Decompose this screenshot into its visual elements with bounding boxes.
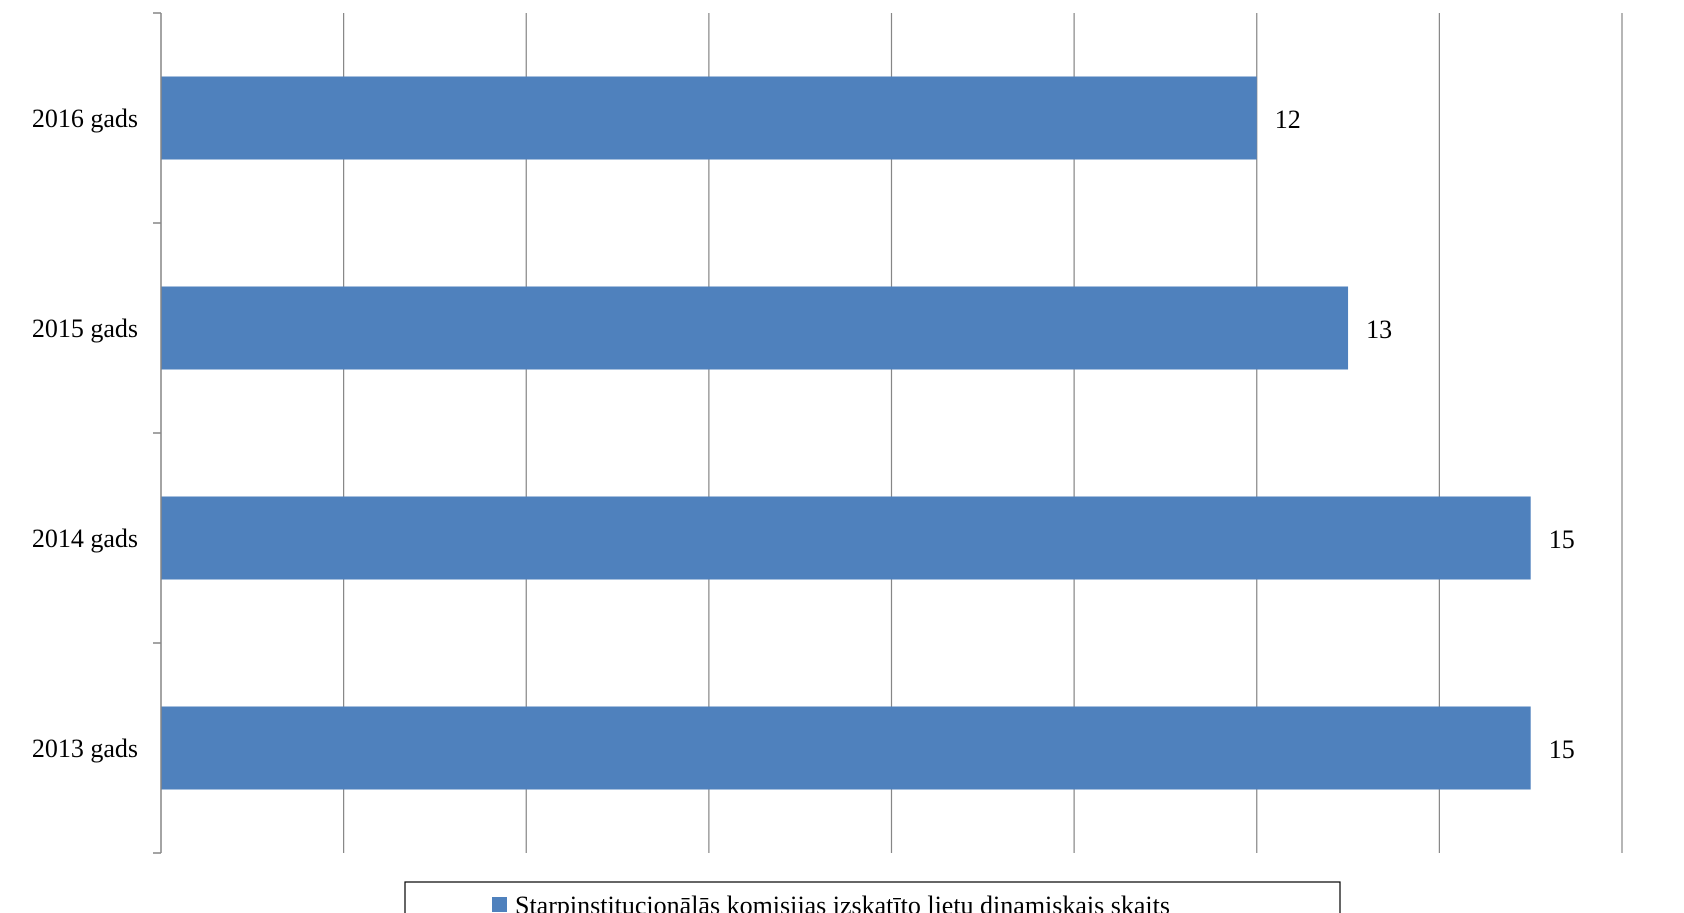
data-label: 15 (1549, 735, 1575, 764)
data-label: 15 (1549, 525, 1575, 554)
category-label: 2015 gads (32, 314, 138, 343)
legend-swatch (492, 897, 507, 912)
category-label: 2016 gads (32, 104, 138, 133)
category-label: 2014 gads (32, 524, 138, 553)
data-label: 12 (1275, 105, 1301, 134)
bars (161, 76, 1531, 790)
bar (161, 496, 1531, 580)
data-labels: 12 13 15 15 (1275, 105, 1575, 764)
category-label: 2013 gads (32, 734, 138, 763)
bar (161, 286, 1349, 370)
bar (161, 706, 1531, 790)
category-axis: 2016 gads 2015 gads 2014 gads 2013 gads (32, 12, 162, 854)
legend: Starpinstitucionālās komisijas izskatīto… (404, 881, 1341, 913)
legend-box (404, 881, 1341, 913)
data-label: 13 (1366, 315, 1392, 344)
legend-label: Starpinstitucionālās komisijas izskatīto… (515, 891, 1170, 913)
bar (161, 76, 1257, 160)
